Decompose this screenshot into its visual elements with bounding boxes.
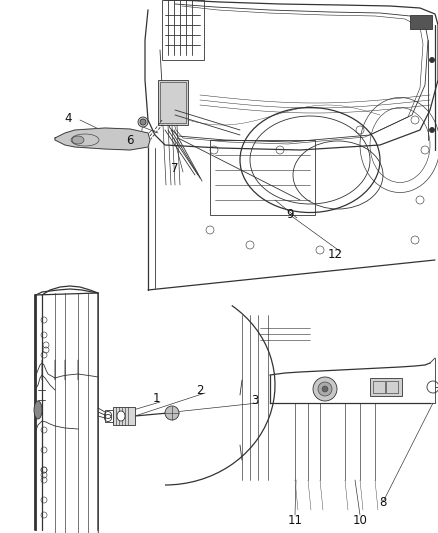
Circle shape [430,58,434,62]
Text: 4: 4 [64,111,72,125]
Circle shape [430,127,434,133]
Text: 11: 11 [287,513,303,527]
Ellipse shape [34,401,42,419]
Text: 6: 6 [126,133,134,147]
Text: 2: 2 [196,384,204,397]
Text: 3: 3 [251,393,259,407]
Text: 12: 12 [328,248,343,262]
Text: 10: 10 [353,513,367,527]
Bar [113,407,135,425]
Circle shape [322,386,328,392]
Ellipse shape [72,136,84,144]
Text: 9: 9 [286,208,294,222]
Text: 1: 1 [152,392,160,405]
Bar [160,82,186,123]
Bar [370,378,402,396]
Ellipse shape [117,411,125,421]
Circle shape [140,119,146,125]
Circle shape [165,406,179,420]
Polygon shape [55,128,150,150]
Bar [410,15,432,29]
Bar [373,381,385,393]
Bar [210,140,315,215]
Bar [158,80,188,125]
Text: 8: 8 [379,496,387,508]
Bar [162,0,204,60]
Circle shape [318,382,332,396]
Bar [105,410,113,422]
Text: 7: 7 [171,161,179,174]
Circle shape [313,377,337,401]
Circle shape [138,117,148,127]
